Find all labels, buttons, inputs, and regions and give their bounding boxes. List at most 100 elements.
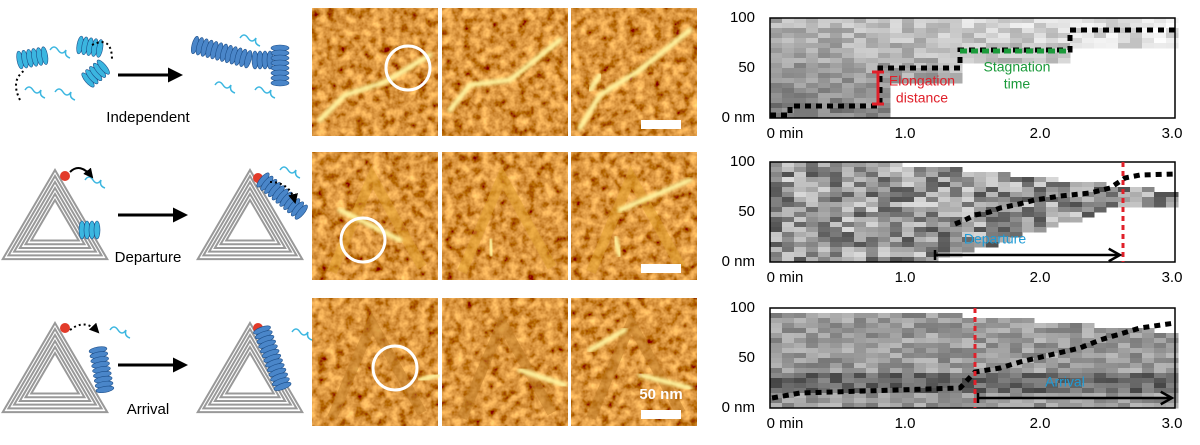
kymograph-cell — [782, 358, 795, 364]
kymograph-cell — [830, 242, 843, 248]
kymograph-cell — [1082, 187, 1095, 193]
kymograph-cell — [974, 338, 987, 344]
kymograph-cell — [950, 368, 963, 374]
kymograph-cell — [806, 207, 819, 213]
kymograph-cell — [1094, 338, 1107, 344]
kymograph-cell — [878, 98, 891, 104]
kymograph-cell — [1010, 403, 1023, 409]
kymograph-cell — [998, 53, 1011, 59]
helix-turn — [96, 59, 110, 75]
kymograph-cell — [986, 358, 999, 364]
kymograph-cell — [1034, 363, 1047, 369]
kymograph-cell — [818, 227, 831, 233]
kymograph-cell — [1070, 388, 1083, 394]
kymograph-cell — [1034, 217, 1047, 223]
kymograph-cell — [1046, 398, 1059, 404]
kymograph-cell — [986, 393, 999, 399]
kymograph-cell — [950, 192, 963, 198]
kymograph-cell — [854, 212, 867, 218]
kymograph-cell — [938, 212, 951, 218]
kymograph-cell — [770, 252, 783, 258]
kymograph-cell — [830, 318, 843, 324]
kymograph-cell — [1118, 38, 1131, 44]
kymograph-cell — [926, 177, 939, 183]
kymograph-cell — [914, 28, 927, 34]
kymograph-cell — [902, 323, 915, 329]
kymograph-cell — [938, 403, 951, 409]
kymograph-cell — [878, 53, 891, 59]
highlight-circle — [339, 216, 387, 264]
dotted-path — [15, 69, 26, 101]
kymograph-cell — [914, 348, 927, 354]
kymograph-cell — [938, 378, 951, 384]
kymograph-cell — [878, 237, 891, 243]
kymograph-cell — [938, 192, 951, 198]
kymograph-cell — [974, 58, 987, 64]
kymograph-cell — [818, 388, 831, 394]
kymograph-cell — [998, 23, 1011, 29]
kymograph-cell — [962, 172, 975, 178]
kymograph-cell — [926, 48, 939, 54]
kymograph-cell — [1082, 388, 1095, 394]
helix — [253, 325, 292, 391]
origami-triangle — [201, 174, 299, 257]
kymograph-cell — [782, 28, 795, 34]
kymograph-cell — [974, 328, 987, 334]
kymograph-cell — [902, 398, 915, 404]
kymograph-cell — [782, 353, 795, 359]
kymograph-cell — [866, 23, 879, 29]
fibril — [612, 235, 623, 258]
kymograph-cell — [818, 93, 831, 99]
kymograph-cell — [794, 242, 807, 248]
kymograph-cell — [986, 353, 999, 359]
kymograph-cell — [806, 187, 819, 193]
kymograph-cell — [1058, 383, 1071, 389]
kymograph-cell — [950, 383, 963, 389]
kymograph-cell — [938, 68, 951, 74]
kymograph-cell — [830, 88, 843, 94]
kymograph-cell — [926, 338, 939, 344]
kymograph-cell — [806, 28, 819, 34]
kymograph-cell — [1058, 353, 1071, 359]
kymograph-cell — [1166, 333, 1179, 339]
kymograph-cell — [1034, 207, 1047, 213]
kymograph-cell — [998, 373, 1011, 379]
kymograph-cell — [1166, 373, 1179, 379]
kymograph-cell — [866, 182, 879, 188]
kymograph-cell — [866, 197, 879, 203]
kymograph-cell — [890, 207, 903, 213]
kymograph-cell — [998, 338, 1011, 344]
kymograph-cell — [1022, 338, 1035, 344]
kymograph-cell — [938, 328, 951, 334]
kymograph-cell — [1130, 398, 1143, 404]
kymograph-cell — [1070, 338, 1083, 344]
kymograph-cell — [926, 388, 939, 394]
kymograph-cell — [1166, 383, 1179, 389]
kymograph-cell — [818, 182, 831, 188]
kymograph-cell — [1010, 388, 1023, 394]
kymograph-cell — [1118, 43, 1131, 49]
kymograph-cell — [830, 388, 843, 394]
kymograph-cell — [902, 73, 915, 79]
kymograph-cell — [962, 177, 975, 183]
kymograph-cell — [1118, 373, 1131, 379]
kymograph-cell — [1010, 323, 1023, 329]
kymograph-cell — [1130, 378, 1143, 384]
kymograph-cell — [1022, 343, 1035, 349]
kymograph-cell — [890, 348, 903, 354]
kymograph-cell — [794, 33, 807, 39]
kymograph-cell — [842, 207, 855, 213]
kymograph-cell — [1070, 383, 1083, 389]
kymograph-cell — [1154, 202, 1167, 208]
kymograph-cell — [878, 328, 891, 334]
helix-turn — [40, 46, 49, 65]
kymograph-cell — [1154, 33, 1167, 39]
kymograph-cell — [794, 403, 807, 409]
x-tick-label: 1.0 — [895, 269, 916, 286]
kymograph-cell — [1094, 33, 1107, 39]
kymograph-cell — [1034, 343, 1047, 349]
kymograph-cell — [806, 23, 819, 29]
kymograph-cell — [830, 368, 843, 374]
kymograph-cell — [1130, 358, 1143, 364]
kymograph-cell — [818, 18, 831, 24]
